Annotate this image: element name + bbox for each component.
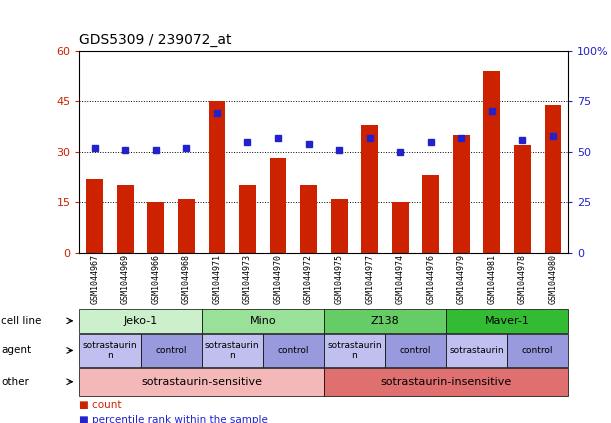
Text: ■ count: ■ count [79,400,122,410]
Bar [86,179,103,253]
Bar [392,202,409,253]
Text: control: control [155,346,187,355]
Bar [178,199,195,253]
Bar [544,104,562,253]
Bar [331,199,348,253]
Text: agent: agent [1,346,31,355]
Text: control: control [277,346,309,355]
Text: sotrastaurin
n: sotrastaurin n [327,341,382,360]
Bar [361,125,378,253]
Text: other: other [1,377,29,387]
Text: sotrastaurin-insensitive: sotrastaurin-insensitive [381,377,511,387]
Bar [208,101,225,253]
Bar [300,185,317,253]
Text: sotrastaurin
n: sotrastaurin n [205,341,260,360]
Bar [239,185,256,253]
Text: Z138: Z138 [370,316,400,326]
Bar [269,158,287,253]
Text: control: control [400,346,431,355]
Bar [453,135,470,253]
Bar [483,71,500,253]
Text: control: control [522,346,554,355]
Text: GDS5309 / 239072_at: GDS5309 / 239072_at [79,33,232,47]
Bar [147,202,164,253]
Text: Maver-1: Maver-1 [485,316,530,326]
Text: sotrastaurin
n: sotrastaurin n [82,341,137,360]
Text: cell line: cell line [1,316,42,326]
Text: ■ percentile rank within the sample: ■ percentile rank within the sample [79,415,268,423]
Bar [117,185,134,253]
Text: sotrastaurin: sotrastaurin [449,346,504,355]
Text: Mino: Mino [249,316,276,326]
Text: Jeko-1: Jeko-1 [123,316,158,326]
Bar [514,145,531,253]
Bar [422,175,439,253]
Text: sotrastaurin-sensitive: sotrastaurin-sensitive [141,377,262,387]
